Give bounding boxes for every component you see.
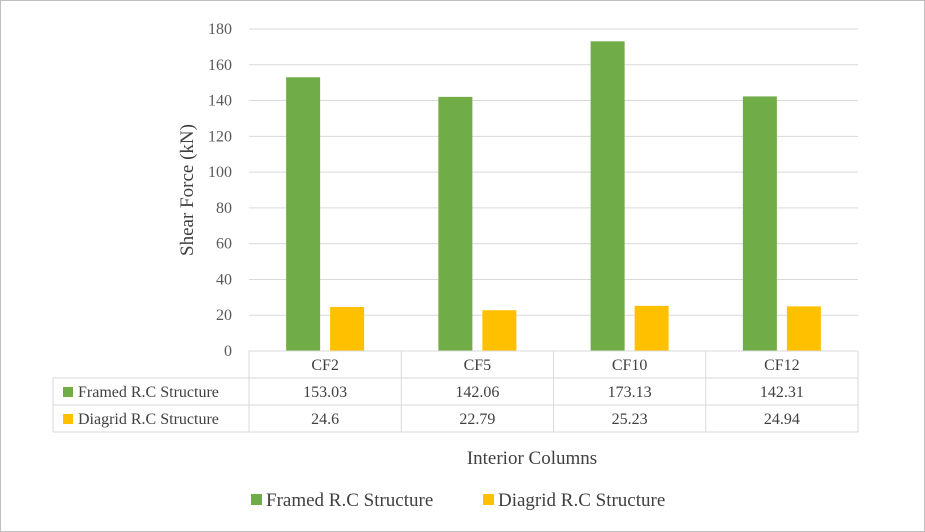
bar-framed-cf12 [742, 96, 777, 352]
table-series-name: Diagrid R.C Structure [78, 411, 219, 428]
y-tick-label: 100 [208, 164, 232, 181]
bar-diagrid-cf12 [786, 306, 821, 351]
table-cell-value: 24.6 [311, 411, 339, 428]
table-cell-value: 173.13 [608, 384, 652, 401]
y-tick-label: 120 [208, 128, 232, 145]
table-cell-value: 22.79 [459, 411, 495, 428]
table-category-cf12: CF12 [764, 357, 800, 374]
bar-diagrid-cf10 [634, 305, 669, 351]
table-category-cf10: CF10 [612, 357, 648, 374]
table-category-cf2: CF2 [311, 357, 339, 374]
y-tick-label: 40 [216, 271, 232, 288]
legend-key-diagrid [483, 494, 494, 505]
y-tick-label: 20 [216, 307, 232, 324]
y-tick-label: 80 [216, 200, 232, 217]
y-tick-label: 60 [216, 236, 232, 253]
bar-framed-cf10 [590, 41, 625, 351]
x-axis-label: Interior Columns [467, 448, 597, 469]
y-tick-label: 0 [224, 343, 232, 360]
table-series-name: Framed R.C Structure [78, 384, 219, 401]
table-legend-key [63, 414, 73, 424]
legend: Framed R.C Structure Diagrid R.C Structur… [251, 490, 665, 511]
bar-framed-cf5 [438, 96, 473, 351]
table-cell-value: 142.06 [455, 384, 499, 401]
y-tick-label: 160 [208, 57, 232, 74]
table-cell-value: 25.23 [612, 411, 648, 428]
bar-diagrid-cf2 [330, 306, 365, 351]
table-cell-value: 153.03 [303, 384, 347, 401]
legend-label: Framed R.C Structure [266, 490, 433, 511]
table-cell-value: 142.31 [760, 384, 804, 401]
table-legend-key [63, 387, 73, 397]
legend-label: Diagrid R.C Structure [498, 490, 665, 511]
legend-key-framed [251, 494, 262, 505]
y-axis-label: Shear Force (kN) [177, 124, 198, 256]
bar-framed-cf2 [286, 77, 321, 351]
table-category-cf5: CF5 [464, 357, 492, 374]
table-cell-value: 24.94 [764, 411, 800, 428]
y-tick-label: 140 [208, 93, 232, 110]
bar-diagrid-cf5 [482, 310, 517, 351]
y-tick-label: 180 [208, 21, 232, 38]
